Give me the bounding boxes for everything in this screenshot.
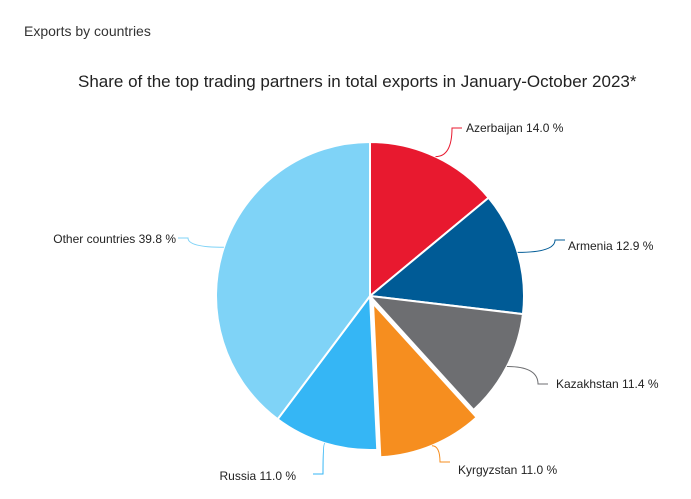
section-label: Exports by countries xyxy=(24,23,151,39)
slice-label-azerbaijan: Azerbaijan 14.0 % xyxy=(466,121,564,135)
leader-line-kyrgyzstan xyxy=(431,445,450,463)
leader-line-russia xyxy=(313,442,326,475)
pie-slice-russia xyxy=(276,293,379,451)
pie-slice-armenia xyxy=(367,196,525,316)
leader-line-azerbaijan xyxy=(435,127,462,158)
leader-line-kazakhstan xyxy=(506,365,548,385)
slice-label-kyrgyzstan: Kyrgyzstan 11.0 % xyxy=(458,463,557,477)
slice-label-russia: Russia 11.0 % xyxy=(220,469,297,483)
pie-slice-kazakhstan xyxy=(367,294,525,412)
leader-line-armenia xyxy=(517,239,565,253)
pie-slice-other-countries xyxy=(215,140,371,421)
pie-slice-kyrgyzstan xyxy=(371,300,479,459)
slice-label-kazakhstan: Kazakhstan 11.4 % xyxy=(556,377,659,391)
slice-label-armenia: Armenia 12.9 % xyxy=(568,239,654,253)
leader-line-other-countries xyxy=(178,237,224,248)
slice-label-other-countries: Other countries 39.8 % xyxy=(53,232,176,246)
chart-title: Share of the top trading partners in tot… xyxy=(78,72,637,91)
